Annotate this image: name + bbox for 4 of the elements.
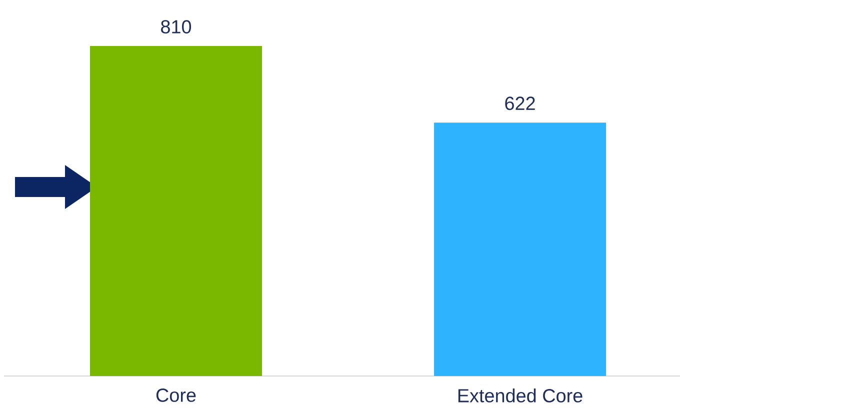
data-label: 810 bbox=[161, 20, 192, 34]
data-label: 622 bbox=[505, 96, 535, 110]
x-tick-label: Extended Core bbox=[458, 388, 582, 402]
x-tick-label: Core bbox=[156, 388, 196, 402]
